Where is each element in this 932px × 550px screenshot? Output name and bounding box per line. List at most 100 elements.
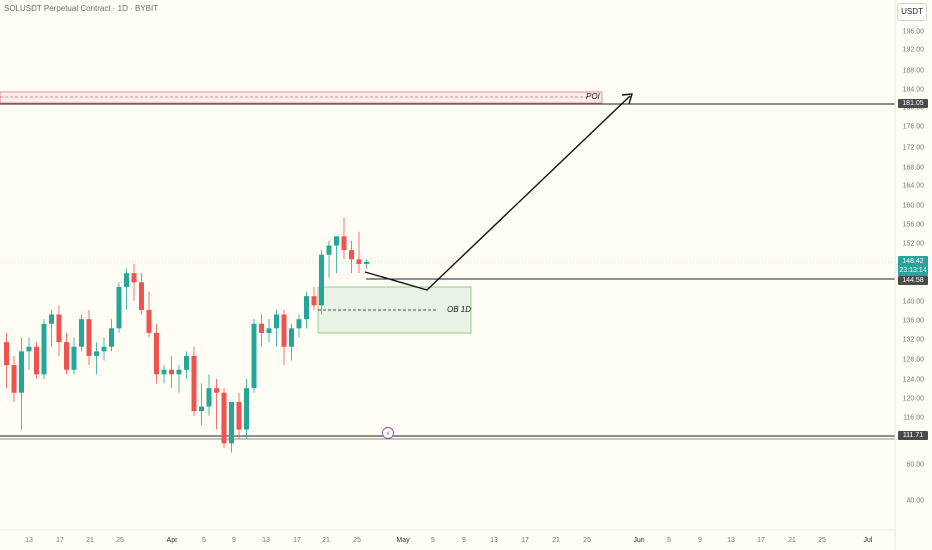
candle-body [124,273,129,287]
candle-body [49,314,54,324]
time-axis-label: 17 [521,537,529,544]
price-axis-label: 172.00 [902,144,924,152]
candle-body [266,328,272,333]
price-axis-label: 160.00 [902,202,924,210]
candle-body [349,250,354,260]
candle-body [116,286,122,329]
time-axis-label: Jul [863,537,873,544]
candles-group [4,217,369,453]
candle-body [109,328,114,347]
candle-body [311,296,317,306]
candle-body [281,314,287,347]
price-axis-label: 136.00 [902,317,924,325]
candle-body [229,401,234,444]
candle-body [146,309,152,333]
price-axis-label: 132.00 [902,336,924,344]
price-axis-label: 156.00 [902,221,924,229]
candle-body [214,388,219,393]
candle-body [79,319,84,347]
resistance-price-tag: 181.05 [898,99,928,108]
time-axis-label: 21 [788,537,796,544]
price-axis-label: 60.00 [906,461,924,469]
candle-body [131,273,137,283]
candle-body [176,369,182,375]
time-axis-label: May [396,537,410,544]
candle-body [169,369,174,375]
time-axis-label: Jun [633,537,645,544]
time-axis-label: 5 [202,537,206,544]
candle-body [221,392,227,444]
candle-body [341,236,347,251]
price-axis-label: 140.00 [902,298,924,306]
candle-body [154,332,159,375]
current-price-tag: 148.42 23:13:14 [898,256,928,276]
candle-body [161,369,167,375]
time-axis-label: 9 [698,537,702,544]
poi-zone [0,91,603,104]
price-axis-label: 152.00 [902,240,924,248]
lightning-icon-circle[interactable] [382,427,394,439]
time-axis-label: 17 [56,537,64,544]
currency-button[interactable]: USDT [897,3,927,21]
candle-body [296,319,302,329]
price-axis-label: 164.00 [902,182,924,190]
price-axis-label: 184.00 [902,86,924,94]
current-price-value: 148.42 [902,258,924,265]
time-axis-label: 9 [232,537,236,544]
time-axis-label: 25 [583,537,591,544]
projection-arrowhead [621,93,633,105]
support-short-price-tag: 144.58 [898,276,928,285]
time-axis-label: 9 [462,537,466,544]
lightning-icon[interactable]: ⚡ [386,430,391,438]
time-axis-label: 25 [818,537,826,544]
time-axis-label: 5 [431,537,435,544]
candle-body [19,351,24,393]
poi-label: POI [586,92,600,101]
price-axis-label: 180.00 [902,104,924,112]
price-axis-label: 192.00 [902,46,924,54]
price-axis-label: 116.00 [903,414,924,422]
candle-countdown: 23:13:14 [899,267,927,274]
candle-body [334,236,339,246]
time-axis-label: 13 [727,537,735,544]
time-axis-label: 21 [86,537,94,544]
candle-body [94,351,99,356]
price-axis-label: 196.00 [902,28,924,36]
candle-body [34,346,39,375]
candle-body [356,259,362,264]
candle-body [206,388,212,407]
price-axis-label: 176.00 [902,123,924,131]
candle-body [26,346,32,352]
price-axis-label: 124.00 [902,376,924,384]
time-axis-label: 13 [262,537,270,544]
time-axis-label: 13 [25,537,33,544]
candle-body [236,401,242,430]
candle-body [101,346,107,352]
price-axis-label: 128.00 [902,356,924,364]
candle-body [304,296,309,320]
time-axis-label: 5 [667,537,671,544]
candle-body [319,254,324,306]
candle-body [274,314,279,329]
candle-body [326,245,332,255]
candle-body [139,282,144,310]
candle-body [364,262,369,264]
candle-body [259,323,264,333]
support-price-tag: 111.71 [898,431,928,440]
candle-body [41,323,47,375]
time-axis-label: 17 [757,537,765,544]
candle-body [4,342,9,366]
time-axis-label: 25 [353,537,361,544]
price-axis-label: 120.00 [902,395,924,403]
time-axis-label: 17 [293,537,301,544]
price-axis-label: 188.00 [902,67,924,75]
candle-body [244,388,249,430]
candle-body [289,328,294,347]
time-axis-label: 25 [116,537,124,544]
time-axis-label: Apr [166,537,178,544]
candle-body [56,314,62,343]
price-axis-label: 168.00 [902,164,924,172]
candle-body [86,319,92,356]
candle-body [71,346,77,370]
